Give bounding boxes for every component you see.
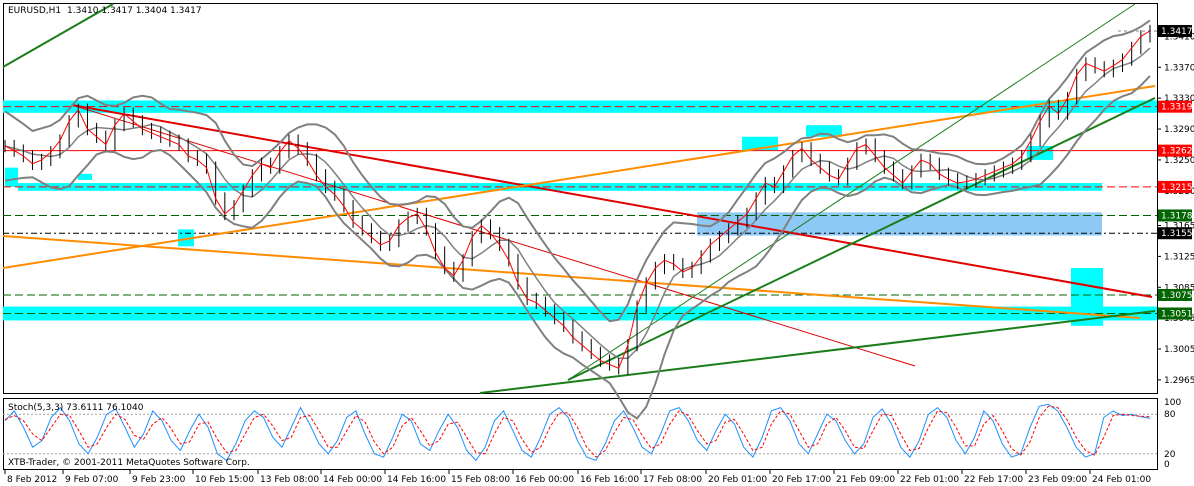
blue-zone-1165 xyxy=(697,212,1102,236)
bollinger-middle xyxy=(4,47,1151,360)
stoch-tick-label: 100 xyxy=(1164,398,1181,408)
small-zone-b xyxy=(806,125,842,137)
y-tick-label: 1.3125 xyxy=(1164,252,1194,262)
level-tag-label: 1.3051 xyxy=(1161,310,1193,320)
level-tag xyxy=(1158,288,1192,301)
green-trendline-top xyxy=(2,3,114,68)
x-tick-label: 20 Feb 01:00 xyxy=(708,475,767,485)
x-tick-label: 23 Feb 09:00 xyxy=(1028,475,1087,485)
vertical-zone xyxy=(1071,267,1103,326)
stoch-tick-label: 0 xyxy=(1164,460,1170,470)
level-tag-label: 1.3075 xyxy=(1161,291,1193,301)
bollinger-upper xyxy=(4,19,1151,323)
x-tick-label: 21 Feb 09:00 xyxy=(836,475,895,485)
y-tick-label: 1.3250 xyxy=(1164,156,1194,166)
x-tick-label: 15 Feb 08:00 xyxy=(451,475,510,485)
moving-average xyxy=(4,30,1151,369)
level-tag xyxy=(1158,227,1192,240)
x-tick-label: 10 Feb 15:00 xyxy=(195,475,254,485)
small-zone-e xyxy=(78,173,92,180)
stoch-signal-line xyxy=(4,405,1151,458)
bollinger-layer xyxy=(4,19,1151,420)
x-tick-label: 9 Feb 23:00 xyxy=(132,475,186,485)
level-tag-label: 1.3215 xyxy=(1161,183,1193,193)
level-tag xyxy=(1158,209,1192,222)
last-price-label: 1.3417 xyxy=(1161,27,1193,37)
bollinger-lower xyxy=(4,75,1151,420)
level-tag xyxy=(1158,180,1192,193)
x-tick-label: 14 Feb 16:00 xyxy=(387,475,446,485)
stoch-tick-label: 80 xyxy=(1164,410,1176,420)
horizontal-levels-layer xyxy=(3,30,1157,315)
green-trendline-thin xyxy=(567,3,1136,381)
level-tag-label: 1.3155 xyxy=(1161,229,1193,239)
stoch-main-line xyxy=(4,403,1151,462)
copyright: XTB-Trader, © 2001-2011 MetaQuotes Softw… xyxy=(8,458,250,468)
y-tick-label: 1.3330 xyxy=(1164,94,1194,104)
stochastic-layer: 100 80 200 xyxy=(3,398,1181,470)
x-tick-label: 9 Feb 07:00 xyxy=(65,475,119,485)
y-tick-label: 1.3410 xyxy=(1164,32,1194,42)
red-trendline-main xyxy=(71,104,1153,298)
y-tick-label: 1.2965 xyxy=(1164,376,1194,386)
y-tick-label: 1.3085 xyxy=(1164,283,1194,293)
x-tick-label: 22 Feb 17:00 xyxy=(964,475,1023,485)
x-tick-label: 22 Feb 01:00 xyxy=(900,475,959,485)
x-tick-label: 14 Feb 00:00 xyxy=(323,475,382,485)
small-zone-f xyxy=(5,167,18,187)
y-tick-label: 1.3370 xyxy=(1164,63,1194,73)
last-price-tag xyxy=(1158,25,1192,38)
level-tag xyxy=(1158,144,1192,157)
red-trendline-thin xyxy=(71,104,916,367)
level-tag xyxy=(1158,100,1192,113)
y-tick-label: 1.3165 xyxy=(1164,222,1194,232)
chart-title: EURUSD,H1 xyxy=(8,6,61,16)
orange-trendline-rising xyxy=(2,85,1156,269)
stoch-tick-label: 20 xyxy=(1164,450,1176,460)
level-tag-label: 1.3319 xyxy=(1161,103,1193,113)
x-tick-label: 17 Feb 08:00 xyxy=(643,475,702,485)
x-tick-label: 24 Feb 01:00 xyxy=(1092,475,1151,485)
y-tick-label: 1.3290 xyxy=(1164,125,1194,135)
x-tick-label: 13 Feb 08:00 xyxy=(260,475,319,485)
price-axis: 1.34101.33701.33301.32901.32501.32101.31… xyxy=(1157,32,1194,386)
x-tick-label: 16 Feb 16:00 xyxy=(580,475,639,485)
level-tags-layer: 1.33191.32621.32151.31781.31551.30751.30… xyxy=(1158,25,1193,320)
level-tag xyxy=(1158,307,1192,320)
time-axis: 8 Feb 2012 9 Feb 07:00 9 Feb 23:00 10 Feb 1… xyxy=(4,470,1151,485)
x-tick-label: 8 Feb 2012 xyxy=(7,475,57,485)
level-tag-label: 1.3262 xyxy=(1161,147,1193,157)
green-trendline-bottom xyxy=(479,310,1156,394)
ohlc-readout: 1.3410 1.3417 1.3404 1.3417 xyxy=(67,6,202,16)
x-tick-label: 16 Feb 00:00 xyxy=(515,475,574,485)
level-tag-label: 1.3178 xyxy=(1161,211,1193,221)
x-tick-label: 20 Feb 17:00 xyxy=(772,475,831,485)
price-layer xyxy=(4,24,1151,375)
price-panel-frame xyxy=(3,3,1158,394)
stoch-label: Stoch(5,3,3) 73.6111 76.1040 xyxy=(8,403,144,413)
green-trendline-rising xyxy=(567,97,1156,381)
y-tick-label: 1.3005 xyxy=(1164,345,1194,355)
stoch-panel-frame xyxy=(3,398,1158,470)
